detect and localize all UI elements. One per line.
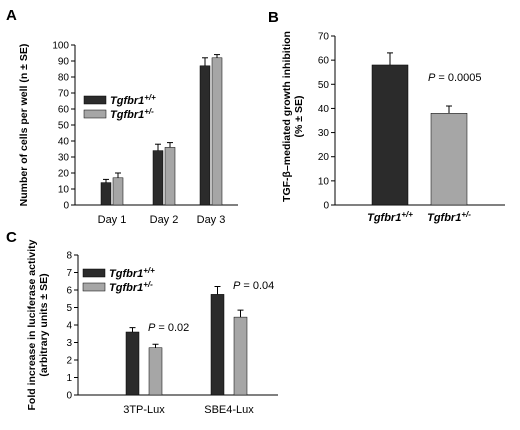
legend-label-1: Tgfbr1+/- [110,107,154,121]
x-category-label: SBE4-Lux [204,404,254,416]
y-tick-label: 70 [318,32,330,43]
x-category-label: Day 2 [150,214,179,226]
legend-swatch-1 [82,282,106,292]
p-value-annotation: P = 0.02 [148,322,189,334]
y-tick-label: 3 [66,338,72,349]
y-tick-label: 70 [58,89,70,100]
legend-label-1: Tgfbr1+/- [109,280,153,294]
bar-Tgfbr1+/+-Day 1 [100,182,112,206]
bar-Tgfbr1+/--SBE4-Lux [233,316,248,396]
y-axis-label: Number of cells per well (n ± SE) [18,44,30,207]
y-tick-label: 30 [318,128,330,139]
y-tick-label: 20 [58,169,70,180]
y-tick-label: 4 [66,321,72,332]
y-tick-label: 0 [323,201,329,212]
legend-swatch-0 [83,95,107,105]
x-category-label: Tgfbr1+/- [427,210,471,224]
bar-Tgfbr1+/--Day 2 [164,147,176,206]
x-category-label: Tgfbr1+/+ [367,210,413,224]
legend-label-0: Tgfbr1+/+ [110,93,156,107]
y-tick-label: 1 [66,373,72,384]
bar-Tgfbr1+/+-3TP-Lux [125,331,140,396]
y-tick-label: 30 [58,153,70,164]
y-tick-label: 100 [52,41,69,52]
panel-b-chart: 0 10 20 30 40 50 60 70 TGF-β–mediated growth inh… [281,31,505,224]
bar-Tgfbr1+/+-Day 2 [152,150,164,206]
p-value-annotation: P = 0.0005 [428,72,482,84]
legend-swatch-1 [83,109,107,119]
y-tick-label: 5 [66,303,72,314]
x-category-label: Day 3 [197,214,226,226]
bar-Tgfbr1+/--Day 1 [112,177,124,206]
panel-c-chart: 0 1 2 3 4 5 6 7 8 Fold increase in luciferase act… [26,239,278,416]
x-category-label: Day 1 [98,214,127,226]
y-tick-label: 40 [318,104,330,115]
y-tick-label: 2 [66,356,72,367]
y-tick-label: 90 [58,57,70,68]
panel-c-letter: C [6,229,17,246]
y-axis-label: Fold increase in luciferase activity(arb… [26,239,50,410]
panel-a-letter: A [6,7,17,24]
y-tick-label: 8 [66,251,72,262]
panel-b-letter: B [268,9,279,26]
y-tick-label: 10 [318,176,330,187]
bar-Tgfbr1+/+ [371,64,409,206]
y-tick-label: 10 [58,185,70,196]
bar-Tgfbr1+/+-Day 3 [199,65,211,206]
y-tick-label: 0 [66,391,72,402]
y-tick-label: 7 [66,268,72,279]
y-tick-label: 60 [58,105,70,116]
bar-Tgfbr1+/--Day 3 [211,57,223,206]
y-tick-label: 50 [58,121,70,132]
y-tick-label: 60 [318,56,330,67]
x-category-label: 3TP-Lux [123,404,165,416]
y-tick-label: 20 [318,152,330,163]
y-tick-label: 40 [58,137,70,148]
y-tick-label: 6 [66,286,72,297]
y-axis-label: TGF-β–mediated growth inhibition(% ± SE) [281,31,305,202]
y-tick-label: 50 [318,80,330,91]
bar-Tgfbr1+/--3TP-Lux [148,347,163,396]
panel-a-chart: 0 10 20 30 40 50 60 70 80 90 100 Number of cells pe… [18,41,238,226]
legend-swatch-0 [82,268,106,278]
y-tick-label: 0 [63,201,69,212]
y-tick-label: 80 [58,73,70,84]
legend-label-0: Tgfbr1+/+ [109,266,155,280]
bar-Tgfbr1+/- [430,113,468,206]
p-value-annotation: P = 0.04 [233,280,274,292]
bar-Tgfbr1+/+-SBE4-Lux [210,294,225,396]
